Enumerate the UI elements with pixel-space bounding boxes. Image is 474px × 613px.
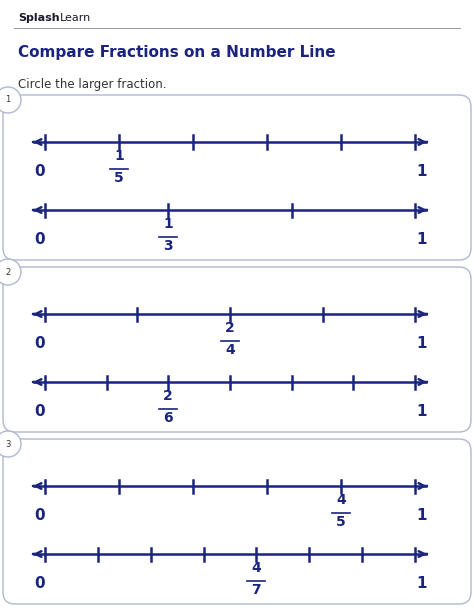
Text: 0: 0 (35, 404, 46, 419)
Text: 0: 0 (35, 508, 46, 523)
Text: 4: 4 (225, 343, 235, 357)
Text: 0: 0 (35, 232, 46, 247)
Text: Circle the larger fraction.: Circle the larger fraction. (18, 78, 166, 91)
Text: 1: 1 (417, 576, 427, 591)
Text: 1: 1 (164, 217, 173, 231)
Circle shape (0, 431, 21, 457)
Text: 2: 2 (225, 321, 235, 335)
Text: Learn: Learn (60, 13, 91, 23)
Text: 1: 1 (417, 508, 427, 523)
FancyBboxPatch shape (3, 267, 471, 432)
Text: 6: 6 (164, 411, 173, 425)
Text: 1: 1 (417, 164, 427, 179)
Text: 5: 5 (114, 171, 124, 185)
Text: 0: 0 (35, 164, 46, 179)
Text: 1: 1 (417, 232, 427, 247)
Text: 0: 0 (35, 336, 46, 351)
Text: 5: 5 (336, 515, 346, 529)
Text: 3: 3 (5, 440, 11, 449)
Text: Splash: Splash (18, 13, 60, 23)
Text: 1: 1 (114, 149, 124, 163)
Circle shape (0, 87, 21, 113)
Text: 7: 7 (252, 583, 261, 597)
Text: 4: 4 (251, 561, 261, 575)
Text: Compare Fractions on a Number Line: Compare Fractions on a Number Line (18, 45, 336, 60)
Text: 3: 3 (164, 239, 173, 253)
Text: 0: 0 (35, 576, 46, 591)
FancyBboxPatch shape (3, 439, 471, 604)
Text: 2: 2 (5, 267, 10, 276)
Circle shape (0, 259, 21, 285)
Text: 1: 1 (417, 336, 427, 351)
Text: 1: 1 (5, 96, 10, 104)
Text: 1: 1 (417, 404, 427, 419)
FancyBboxPatch shape (3, 95, 471, 260)
Text: 2: 2 (164, 389, 173, 403)
Text: 4: 4 (336, 493, 346, 507)
